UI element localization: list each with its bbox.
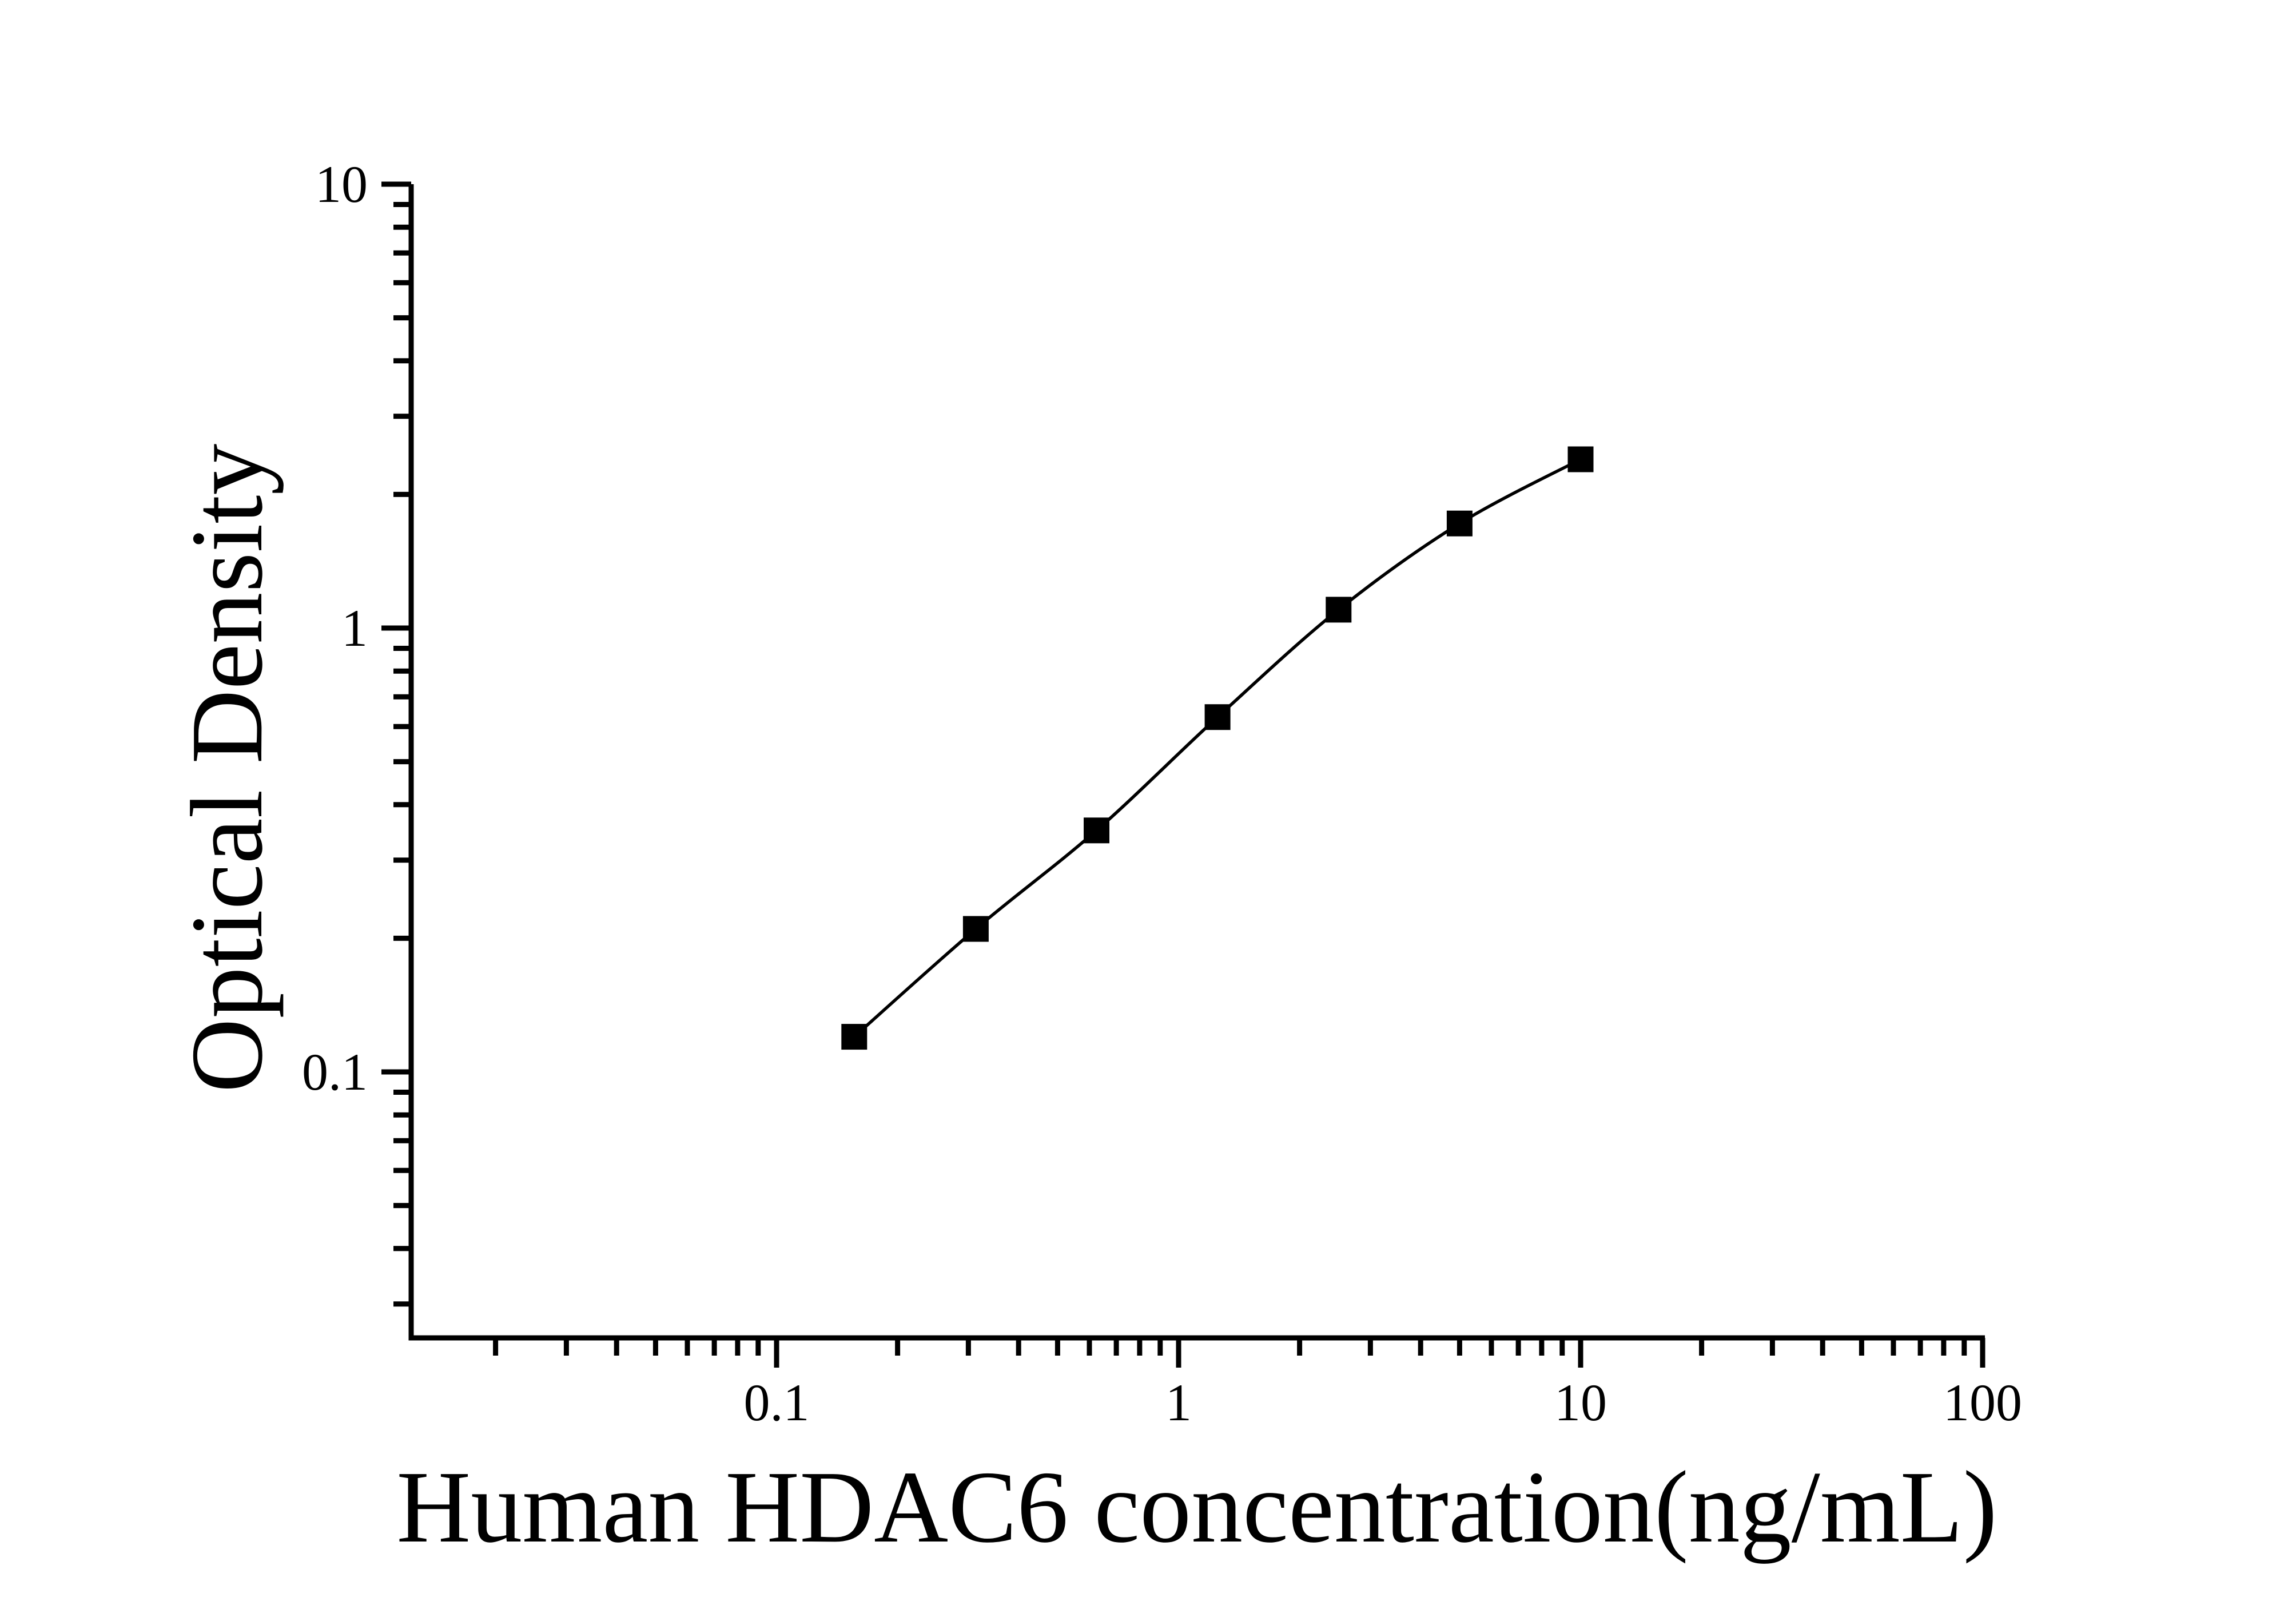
data-point-marker [1446, 510, 1473, 537]
axes [408, 184, 1985, 1341]
data-point-marker [1204, 704, 1231, 730]
axis-major-ticks [381, 181, 1985, 1368]
data-point-marker [841, 1024, 868, 1050]
y-tick-label: 10 [315, 155, 368, 213]
x-tick-label: 100 [1943, 1373, 2022, 1432]
y-tick-label: 1 [341, 599, 368, 657]
data-series [841, 446, 1594, 1050]
x-tick-label: 10 [1554, 1373, 1607, 1432]
axis-minor-ticks [393, 202, 1967, 1356]
x-tick-label: 0.1 [744, 1373, 810, 1432]
axis-frame [408, 184, 1985, 1341]
data-point-marker [1084, 817, 1109, 844]
series-line [853, 458, 1582, 1038]
y-tick-label: 0.1 [302, 1043, 368, 1101]
x-tick-label: 1 [1165, 1373, 1192, 1432]
data-point-marker [1326, 597, 1352, 623]
data-point-marker [962, 916, 989, 942]
y-axis-title: Optical Density [170, 444, 284, 1093]
data-point-marker [1567, 446, 1594, 472]
x-axis-title: Human HDAC6 concentration(ng/mL) [396, 1450, 1997, 1564]
axis-tick-labels: 0.1 1 10 100 0.1 1 10 [302, 155, 2022, 1432]
